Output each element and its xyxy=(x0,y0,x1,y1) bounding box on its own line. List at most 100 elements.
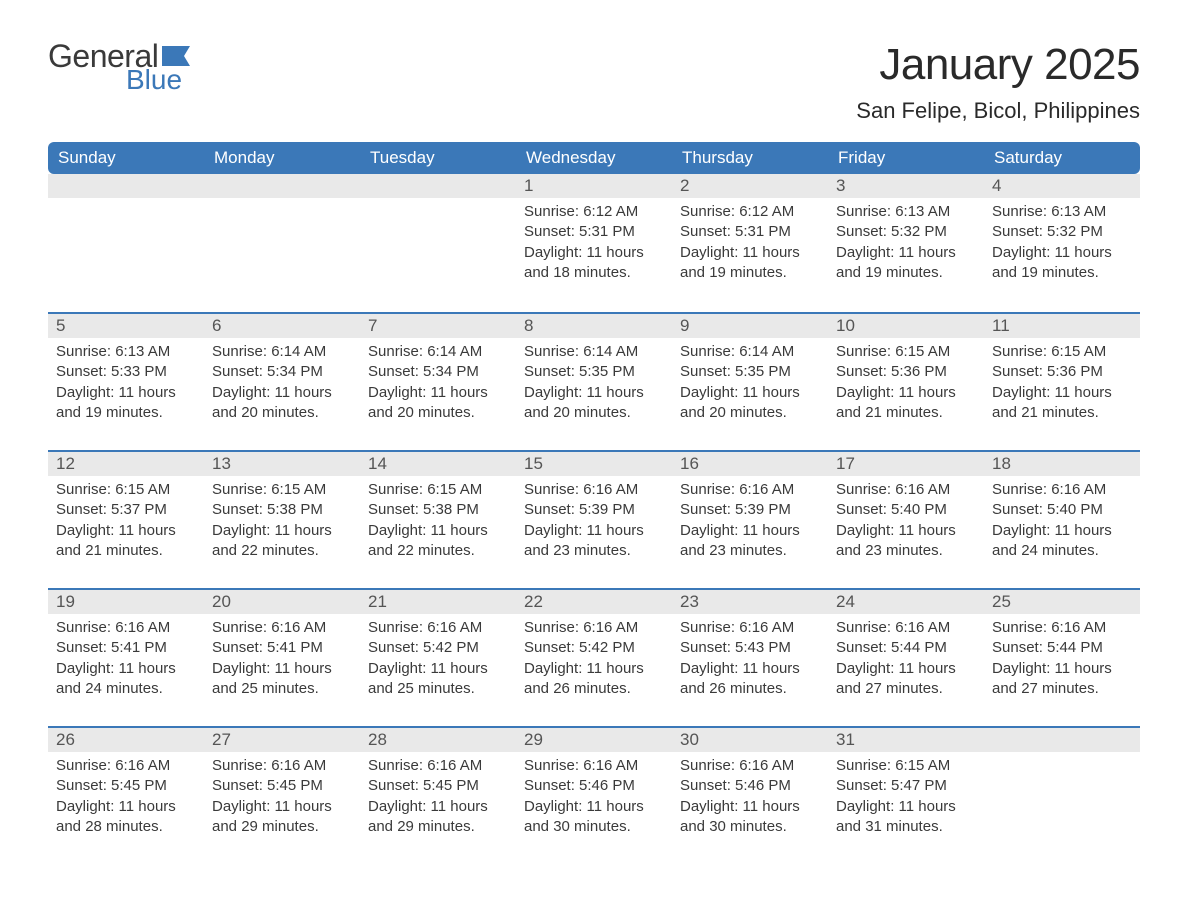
calendar-cell: 5Sunrise: 6:13 AMSunset: 5:33 PMDaylight… xyxy=(48,312,204,450)
day-number: 26 xyxy=(48,726,204,752)
sunrise-text: Sunrise: 6:16 AM xyxy=(56,618,196,638)
calendar-table: Sunday Monday Tuesday Wednesday Thursday… xyxy=(48,142,1140,864)
day1-text: Daylight: 11 hours xyxy=(992,383,1132,403)
location-text: San Felipe, Bicol, Philippines xyxy=(856,98,1140,124)
day1-text: Daylight: 11 hours xyxy=(368,383,508,403)
day2-text: and 19 minutes. xyxy=(992,263,1132,283)
sunset-text: Sunset: 5:40 PM xyxy=(992,500,1132,520)
day2-text: and 19 minutes. xyxy=(680,263,820,283)
sunrise-text: Sunrise: 6:16 AM xyxy=(524,756,664,776)
sunrise-text: Sunrise: 6:14 AM xyxy=(524,342,664,362)
sunset-text: Sunset: 5:41 PM xyxy=(56,638,196,658)
weekday-header: Monday xyxy=(204,142,360,174)
sunset-text: Sunset: 5:33 PM xyxy=(56,362,196,382)
sunrise-text: Sunrise: 6:14 AM xyxy=(680,342,820,362)
calendar-cell: 3Sunrise: 6:13 AMSunset: 5:32 PMDaylight… xyxy=(828,174,984,312)
day2-text: and 24 minutes. xyxy=(56,679,196,699)
sunset-text: Sunset: 5:42 PM xyxy=(368,638,508,658)
day2-text: and 20 minutes. xyxy=(680,403,820,423)
day-number xyxy=(204,174,360,198)
calendar-cell: 7Sunrise: 6:14 AMSunset: 5:34 PMDaylight… xyxy=(360,312,516,450)
day2-text: and 27 minutes. xyxy=(836,679,976,699)
day-number: 16 xyxy=(672,450,828,476)
day-body: Sunrise: 6:16 AMSunset: 5:41 PMDaylight:… xyxy=(48,614,204,703)
calendar-cell: 19Sunrise: 6:16 AMSunset: 5:41 PMDayligh… xyxy=(48,588,204,726)
weekday-header: Thursday xyxy=(672,142,828,174)
calendar-cell: 30Sunrise: 6:16 AMSunset: 5:46 PMDayligh… xyxy=(672,726,828,864)
sunrise-text: Sunrise: 6:16 AM xyxy=(212,618,352,638)
sunset-text: Sunset: 5:45 PM xyxy=(56,776,196,796)
sunset-text: Sunset: 5:46 PM xyxy=(680,776,820,796)
day1-text: Daylight: 11 hours xyxy=(680,521,820,541)
day-body: Sunrise: 6:15 AMSunset: 5:36 PMDaylight:… xyxy=(828,338,984,427)
day-number xyxy=(48,174,204,198)
sunrise-text: Sunrise: 6:16 AM xyxy=(368,756,508,776)
day-number: 4 xyxy=(984,174,1140,198)
day2-text: and 26 minutes. xyxy=(680,679,820,699)
day-number: 27 xyxy=(204,726,360,752)
sunrise-text: Sunrise: 6:16 AM xyxy=(524,480,664,500)
day-number: 20 xyxy=(204,588,360,614)
calendar-cell: 22Sunrise: 6:16 AMSunset: 5:42 PMDayligh… xyxy=(516,588,672,726)
sunset-text: Sunset: 5:31 PM xyxy=(524,222,664,242)
day-number: 19 xyxy=(48,588,204,614)
day1-text: Daylight: 11 hours xyxy=(680,797,820,817)
day-body: Sunrise: 6:15 AMSunset: 5:37 PMDaylight:… xyxy=(48,476,204,565)
day2-text: and 24 minutes. xyxy=(992,541,1132,561)
day-body: Sunrise: 6:16 AMSunset: 5:39 PMDaylight:… xyxy=(672,476,828,565)
day2-text: and 21 minutes. xyxy=(56,541,196,561)
day1-text: Daylight: 11 hours xyxy=(56,659,196,679)
weekday-header: Saturday xyxy=(984,142,1140,174)
sunset-text: Sunset: 5:42 PM xyxy=(524,638,664,658)
sunset-text: Sunset: 5:44 PM xyxy=(836,638,976,658)
day-body: Sunrise: 6:16 AMSunset: 5:43 PMDaylight:… xyxy=(672,614,828,703)
sunset-text: Sunset: 5:38 PM xyxy=(368,500,508,520)
day-body: Sunrise: 6:12 AMSunset: 5:31 PMDaylight:… xyxy=(516,198,672,287)
calendar-cell: 15Sunrise: 6:16 AMSunset: 5:39 PMDayligh… xyxy=(516,450,672,588)
day2-text: and 20 minutes. xyxy=(212,403,352,423)
day1-text: Daylight: 11 hours xyxy=(836,659,976,679)
weekday-header: Friday xyxy=(828,142,984,174)
sunrise-text: Sunrise: 6:13 AM xyxy=(836,202,976,222)
sunset-text: Sunset: 5:36 PM xyxy=(992,362,1132,382)
sunset-text: Sunset: 5:39 PM xyxy=(524,500,664,520)
sunrise-text: Sunrise: 6:15 AM xyxy=(212,480,352,500)
sunset-text: Sunset: 5:46 PM xyxy=(524,776,664,796)
day2-text: and 18 minutes. xyxy=(524,263,664,283)
day1-text: Daylight: 11 hours xyxy=(368,797,508,817)
sunrise-text: Sunrise: 6:12 AM xyxy=(680,202,820,222)
day2-text: and 19 minutes. xyxy=(56,403,196,423)
day2-text: and 19 minutes. xyxy=(836,263,976,283)
day1-text: Daylight: 11 hours xyxy=(524,797,664,817)
calendar-cell: 29Sunrise: 6:16 AMSunset: 5:46 PMDayligh… xyxy=(516,726,672,864)
sunrise-text: Sunrise: 6:14 AM xyxy=(212,342,352,362)
calendar-cell: 12Sunrise: 6:15 AMSunset: 5:37 PMDayligh… xyxy=(48,450,204,588)
day-body: Sunrise: 6:16 AMSunset: 5:42 PMDaylight:… xyxy=(360,614,516,703)
day2-text: and 22 minutes. xyxy=(368,541,508,561)
day1-text: Daylight: 11 hours xyxy=(836,383,976,403)
day1-text: Daylight: 11 hours xyxy=(368,659,508,679)
logo-flag-icon xyxy=(162,46,190,66)
day-body: Sunrise: 6:16 AMSunset: 5:45 PMDaylight:… xyxy=(48,752,204,841)
day-number: 31 xyxy=(828,726,984,752)
sunrise-text: Sunrise: 6:16 AM xyxy=(212,756,352,776)
day-number: 13 xyxy=(204,450,360,476)
sunrise-text: Sunrise: 6:16 AM xyxy=(836,480,976,500)
calendar-cell: 18Sunrise: 6:16 AMSunset: 5:40 PMDayligh… xyxy=(984,450,1140,588)
sunset-text: Sunset: 5:43 PM xyxy=(680,638,820,658)
day1-text: Daylight: 11 hours xyxy=(524,659,664,679)
day-number: 21 xyxy=(360,588,516,614)
day2-text: and 26 minutes. xyxy=(524,679,664,699)
sunset-text: Sunset: 5:32 PM xyxy=(992,222,1132,242)
day-number: 9 xyxy=(672,312,828,338)
day-body: Sunrise: 6:16 AMSunset: 5:45 PMDaylight:… xyxy=(360,752,516,841)
day2-text: and 23 minutes. xyxy=(680,541,820,561)
sunrise-text: Sunrise: 6:15 AM xyxy=(836,756,976,776)
sunset-text: Sunset: 5:47 PM xyxy=(836,776,976,796)
sunrise-text: Sunrise: 6:15 AM xyxy=(368,480,508,500)
day2-text: and 20 minutes. xyxy=(368,403,508,423)
day1-text: Daylight: 11 hours xyxy=(836,797,976,817)
day-number: 30 xyxy=(672,726,828,752)
day-body: Sunrise: 6:16 AMSunset: 5:45 PMDaylight:… xyxy=(204,752,360,841)
calendar-cell: 28Sunrise: 6:16 AMSunset: 5:45 PMDayligh… xyxy=(360,726,516,864)
